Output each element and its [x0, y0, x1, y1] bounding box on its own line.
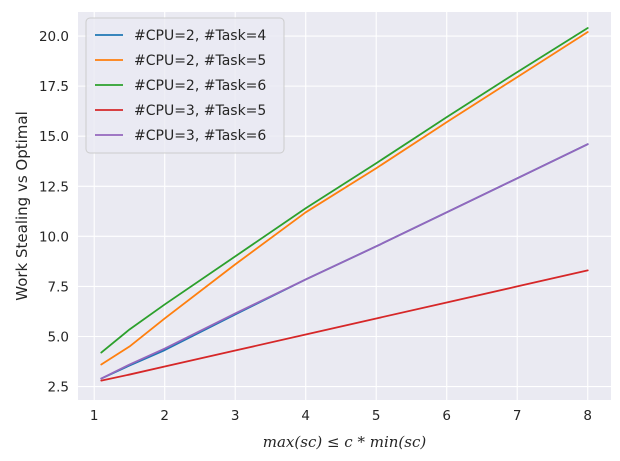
x-tick-label: 2: [160, 408, 169, 424]
series-line-5: [100, 143, 589, 380]
series-lines: [100, 27, 589, 382]
y-tick-label: 5.0: [48, 330, 69, 346]
x-tick-label: 8: [583, 408, 592, 424]
y-tick-label: 10.0: [39, 229, 69, 245]
legend-label-2: #CPU=2, #Task=5: [134, 53, 266, 69]
x-tick-label: 4: [301, 408, 310, 424]
legend-label-4: #CPU=3, #Task=5: [134, 103, 266, 119]
legend-label-5: #CPU=3, #Task=6: [134, 128, 266, 144]
x-tick-label: 1: [90, 408, 99, 424]
y-tick-label: 17.5: [39, 79, 69, 95]
y-tick-label: 2.5: [48, 380, 69, 396]
legend-label-1: #CPU=2, #Task=4: [134, 28, 266, 44]
legend: #CPU=2, #Task=4 #CPU=2, #Task=5 #CPU=2, #T…: [85, 17, 285, 154]
x-axis-ticks: 1 2 3 4 5 6 7 8: [90, 408, 592, 424]
y-axis-ticks: 2.5 5.0 7.5 10.0 12.5 15.0 17.5 20.0: [39, 29, 69, 396]
x-tick-label: 6: [442, 408, 451, 424]
y-tick-label: 7.5: [48, 279, 69, 295]
y-tick-label: 12.5: [39, 179, 69, 195]
y-tick-label: 20.0: [39, 29, 69, 45]
x-tick-label: 3: [231, 408, 240, 424]
y-axis-label: Work Stealing vs Optimal: [13, 111, 31, 301]
series-line-4: [100, 269, 589, 382]
x-tick-label: 5: [372, 408, 381, 424]
x-tick-label: 7: [513, 408, 522, 424]
series-line-2: [100, 31, 589, 366]
legend-label-3: #CPU=2, #Task=6: [134, 78, 266, 94]
y-tick-label: 15.0: [39, 129, 69, 145]
x-axis-label: max(sc) ≤ c * min(sc): [263, 433, 427, 451]
legend-box: [85, 17, 285, 154]
series-line-3: [100, 27, 589, 354]
